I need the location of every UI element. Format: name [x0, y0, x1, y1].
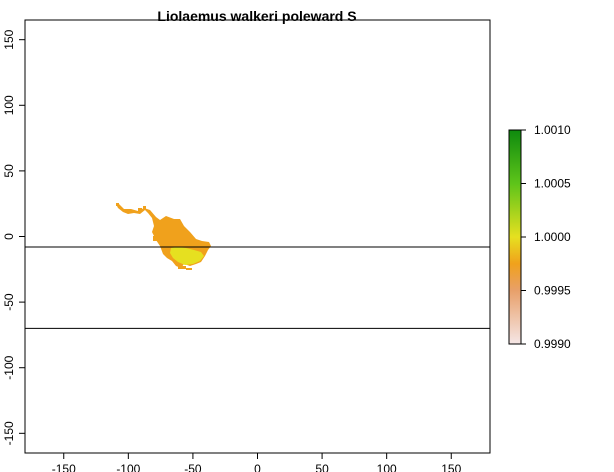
range-patch — [116, 203, 119, 206]
x-axis: -150 -100 -50 0 50 100 150 — [52, 453, 462, 472]
x-tick-label: 50 — [315, 462, 329, 472]
color-legend: 1.0010 1.0005 1.0000 0.9995 0.9990 — [508, 123, 571, 351]
plot-frame — [24, 19, 491, 454]
x-tick-label: 150 — [441, 462, 461, 472]
legend-ticks: 1.0010 1.0005 1.0000 0.9995 0.9990 — [521, 123, 571, 351]
x-tick-label: -100 — [116, 462, 140, 472]
range-patch — [158, 222, 163, 226]
x-tick-label: 0 — [254, 462, 261, 472]
y-tick-label: 0 — [2, 233, 16, 240]
y-tick-label: -50 — [2, 293, 16, 311]
legend-tick-label: 1.0005 — [534, 177, 571, 191]
x-tick-label: -50 — [184, 462, 202, 472]
range-core-area — [170, 247, 204, 265]
y-tick-label: 100 — [2, 95, 16, 115]
y-tick-label: 50 — [2, 164, 16, 178]
x-tick-label: -150 — [52, 462, 76, 472]
y-tick-label: 150 — [2, 29, 16, 49]
range-patch — [186, 268, 192, 270]
range-patch — [153, 236, 159, 241]
legend-tick-label: 1.0010 — [534, 123, 571, 137]
range-patch — [138, 208, 142, 212]
legend-tick-label: 0.9995 — [534, 284, 571, 298]
x-tick-label: 100 — [377, 462, 397, 472]
range-patch — [143, 206, 146, 209]
species-range-raster — [116, 203, 211, 270]
legend-tick-label: 0.9990 — [534, 337, 571, 351]
legend-tick-label: 1.0000 — [534, 230, 571, 244]
range-patch — [178, 266, 186, 269]
legend-colorbar — [508, 129, 522, 345]
y-tick-label: -100 — [2, 355, 16, 379]
reference-lines — [25, 246, 490, 329]
y-axis: 150 100 50 0 -50 -100 -150 — [2, 29, 25, 445]
map-title: Liolaemus walkeri poleward S — [157, 8, 356, 24]
y-tick-label: -150 — [2, 421, 16, 445]
